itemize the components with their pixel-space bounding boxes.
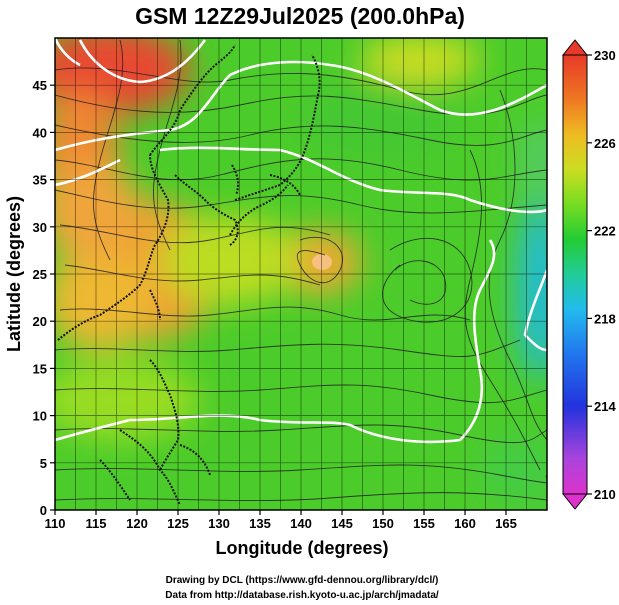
colorbar-min-arrow (561, 493, 589, 510)
tick-marks (50, 84, 507, 515)
x-tick-label: 130 (208, 516, 230, 531)
x-tick-label: 140 (290, 516, 312, 531)
colorbar-tick-label: 210 (594, 487, 616, 502)
credit-drawing: Drawing by DCL (https://www.gfd-dennou.o… (166, 575, 439, 586)
y-tick-label: 35 (33, 173, 47, 188)
temperature-contours (55, 38, 547, 444)
y-tick-label: 40 (33, 125, 47, 140)
colorbar-ticks: 230 226 222 218 214 210 (587, 48, 616, 502)
x-tick-label: 110 (45, 516, 66, 531)
colorbar-max-arrow (561, 39, 589, 56)
map-title: GSM 12Z29Jul2025 (200.0hPa) (135, 3, 465, 29)
x-tick-labels: 110 115 120 125 130 135 140 145 150 155 160 165 (45, 516, 517, 531)
lat-lon-grid (54, 38, 547, 511)
temperature-field (55, 38, 547, 510)
y-tick-label: 15 (33, 361, 47, 376)
credit-data-source: Data from http://database.rish.kyoto-u.a… (165, 590, 439, 601)
y-axis-label: Latitude (degrees) (4, 196, 24, 352)
colorbar-tick-label: 222 (594, 224, 616, 239)
colorbar-ramp (562, 54, 588, 495)
x-tick-label: 115 (86, 516, 107, 531)
y-tick-labels: 0 5 10 15 20 25 30 35 40 45 (33, 78, 47, 518)
x-tick-label: 135 (249, 516, 271, 531)
y-tick-label: 45 (33, 78, 47, 93)
y-tick-label: 5 (40, 456, 47, 471)
x-tick-label: 160 (454, 516, 476, 531)
y-tick-label: 20 (33, 314, 47, 329)
colorbar-tick-label: 214 (594, 399, 616, 414)
y-tick-label: 10 (33, 409, 47, 424)
plot-area (50, 37, 548, 515)
colorbar: 230 226 222 218 214 210 (561, 39, 616, 510)
x-tick-label: 120 (126, 516, 148, 531)
x-tick-label: 155 (413, 516, 435, 531)
x-axis-label: Longitude (degrees) (215, 538, 388, 558)
y-tick-label: 0 (40, 503, 47, 518)
x-tick-label: 150 (372, 516, 394, 531)
y-tick-label: 30 (33, 220, 47, 235)
y-tick-label: 25 (33, 267, 47, 282)
colorbar-tick-label: 218 (594, 311, 616, 326)
colorbar-tick-label: 230 (594, 48, 616, 63)
x-tick-label: 125 (167, 516, 189, 531)
x-tick-label: 145 (331, 516, 353, 531)
colorbar-tick-label: 226 (594, 136, 616, 151)
coastlines (57, 44, 321, 506)
x-tick-label: 165 (495, 516, 517, 531)
